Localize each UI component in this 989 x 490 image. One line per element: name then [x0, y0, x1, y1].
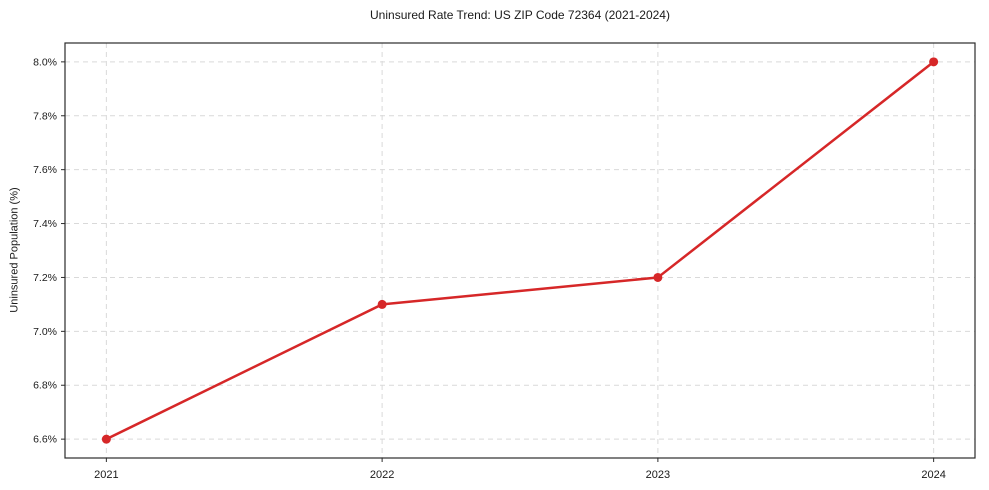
y-tick-label: 7.2%	[33, 272, 57, 284]
trend-line	[105, 60, 935, 441]
y-tick-label: 7.4%	[33, 218, 57, 230]
y-axis-label: Uninsured Population (%)	[8, 187, 21, 313]
x-tick-label: 2021	[94, 469, 118, 481]
data-point	[929, 57, 939, 67]
x-tick-label: 2023	[646, 469, 670, 481]
data-point	[377, 299, 387, 309]
x-tick-label: 2022	[370, 469, 394, 481]
x-tick-label: 2024	[921, 469, 945, 481]
y-tick-label: 6.6%	[33, 434, 57, 446]
y-tick-label: 7.6%	[33, 164, 57, 176]
plot-border	[64, 42, 976, 459]
y-tick-label: 6.8%	[33, 380, 57, 392]
y-tick-label: 7.0%	[33, 326, 57, 338]
chart-title: Uninsured Rate Trend: US ZIP Code 72364 …	[370, 8, 670, 22]
data-point	[653, 272, 663, 282]
y-tick-label: 7.8%	[33, 110, 57, 122]
data-point	[101, 434, 111, 444]
y-tick-label: 8.0%	[33, 56, 57, 68]
